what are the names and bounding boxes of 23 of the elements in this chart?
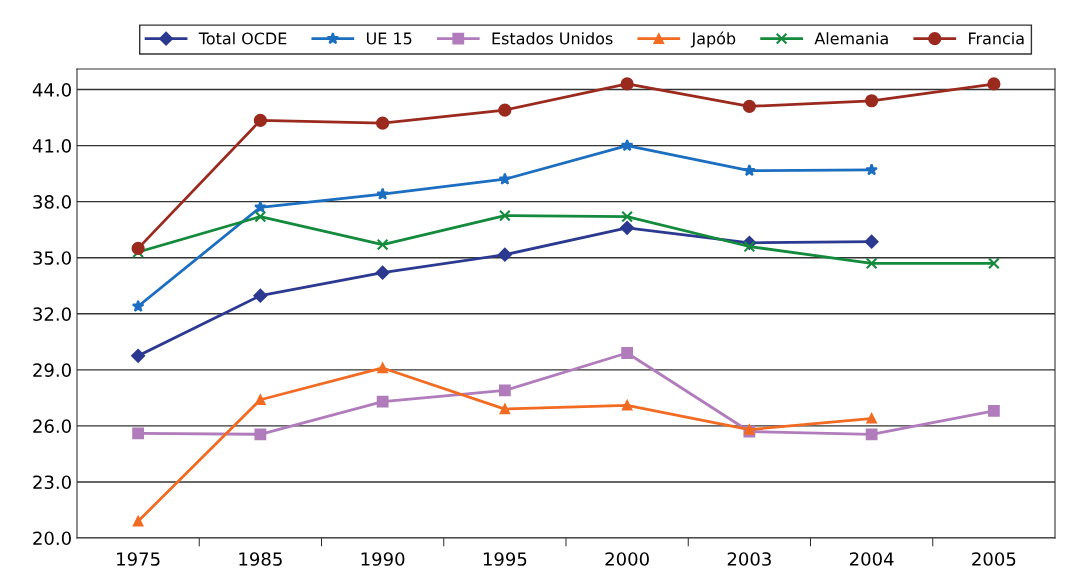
- x-tick-label: 1985: [239, 552, 282, 566]
- legend-label: Japób: [690, 31, 736, 48]
- y-tick-label: 35.0: [33, 251, 71, 265]
- y-tick-label: 26.0: [33, 419, 71, 433]
- x-tick-label: 2003: [727, 552, 771, 566]
- legend-label: Alemania: [814, 32, 888, 45]
- x-tick-label: 2004: [849, 552, 894, 566]
- y-tick-label: 32.0: [33, 307, 71, 321]
- x-tick-label: 2005: [972, 552, 1016, 566]
- x-tick-label: 1975: [117, 552, 160, 566]
- y-tick-label: 29.0: [33, 363, 71, 377]
- y-tick-label: 20.0: [33, 531, 71, 546]
- legend-label: Total OCDE: [198, 32, 287, 45]
- y-tick-label: 38.0: [33, 195, 71, 209]
- legend-label: Estados Unidos: [492, 32, 613, 45]
- y-tick-label: 44.0: [32, 83, 71, 97]
- x-tick-label: 1995: [483, 552, 527, 566]
- legend-label: UE 15: [366, 32, 412, 45]
- x-tick-label: 1990: [361, 552, 405, 566]
- legend-label: Francia: [969, 32, 1024, 45]
- y-tick-label: 41.0: [32, 139, 71, 153]
- y-tick-label: 23.0: [33, 475, 71, 490]
- x-tick-label: 2000: [605, 552, 649, 566]
